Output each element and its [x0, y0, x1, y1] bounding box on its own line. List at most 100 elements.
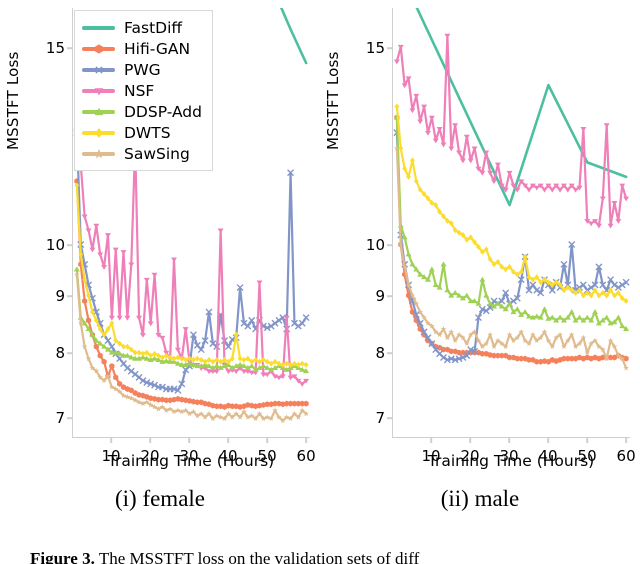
x-tick-label: 40: [218, 447, 238, 465]
legend-marker-x: [94, 65, 103, 74]
x-tick-mark: [625, 438, 627, 443]
series-lines-male: [393, 8, 630, 371]
y-tick-label: 9: [375, 287, 385, 306]
legend-marker-triangle-down: [94, 87, 103, 95]
x-tick-label: 20: [460, 447, 480, 465]
x-axis-label-left: Training Time (Hours): [107, 452, 275, 470]
x-tick-label: 40: [538, 447, 558, 465]
series-fastdiff: [415, 8, 628, 207]
figure-caption-label: Figure 3.: [30, 549, 95, 564]
legend-label: SawSing: [124, 144, 190, 163]
legend-marker-diamond: [94, 127, 103, 138]
x-tick-mark: [547, 438, 549, 443]
series-ddsp-add: [393, 114, 630, 332]
y-tick-mark: [67, 295, 72, 298]
x-tick-label: 30: [499, 447, 519, 465]
y-tick-mark: [387, 417, 392, 419]
y-tick-mark: [387, 352, 392, 355]
series-sawsing: [74, 271, 309, 424]
legend-item-dwts: DWTS: [82, 122, 202, 143]
legend-label: FastDiff: [124, 18, 183, 37]
series-dwts: [394, 103, 629, 304]
y-axis-label-left: MSSTFT Loss: [4, 51, 22, 150]
legend-label: PWG: [124, 60, 161, 79]
y-tick-label: 8: [55, 344, 65, 363]
series-line-dwts: [75, 184, 308, 366]
x-axis-label-right: Training Time (Hours): [427, 452, 595, 470]
legend-label: DWTS: [124, 123, 171, 142]
legend-swatch-dwts: [82, 125, 115, 141]
x-tick-label: 50: [577, 447, 597, 465]
legend-item-fastdiff: FastDiff: [82, 17, 202, 38]
series-line-fastdiff: [279, 8, 308, 65]
legend-item-nsf: NSF: [82, 80, 202, 101]
legend-swatch-hifi-gan: [82, 41, 115, 57]
x-tick-mark: [149, 438, 151, 443]
x-tick-label: 50: [257, 447, 277, 465]
x-tick-label: 30: [179, 447, 199, 465]
legend-item-ddsp-add: DDSP-Add: [82, 101, 202, 122]
legend-swatch-pwg: [82, 62, 115, 78]
legend-label: Hifi-GAN: [124, 39, 191, 58]
series-lines-female: [73, 8, 310, 424]
x-tick-label: 60: [296, 447, 316, 465]
subcaption-female: (i) female: [114, 486, 206, 511]
legend-item-pwg: PWG: [82, 59, 202, 80]
series-sawsing: [394, 145, 629, 371]
y-tick-label: 7: [55, 409, 65, 428]
legend-label: NSF: [124, 81, 155, 100]
y-tick-label: 10: [365, 236, 385, 255]
x-tick-mark: [508, 438, 510, 443]
legend: FastDiff Hifi-GAN PWG NSF DDSP-Add DWTS SawSin…: [74, 10, 213, 171]
plot-frame-male: [392, 8, 630, 438]
y-tick-mark: [387, 295, 392, 298]
x-tick-mark: [430, 438, 432, 443]
y-tick-label: 15: [45, 39, 65, 58]
series-hifi-gan: [74, 178, 309, 410]
chart-panel-male: MSSTFT Loss 7 8 9 10 15 10 20 30 40 50 60 Trainin…: [320, 0, 640, 480]
x-tick-mark: [227, 438, 229, 443]
y-tick-label: 15: [365, 39, 385, 58]
figure-caption: Figure 3. The MSSTFT loss on the validat…: [30, 548, 620, 564]
series-ddsp-add: [73, 266, 310, 374]
y-tick-mark: [67, 244, 72, 246]
legend-swatch-fastdiff: [82, 20, 115, 36]
legend-label: DDSP-Add: [124, 102, 202, 121]
legend-swatch-ddsp-add: [82, 104, 115, 120]
x-tick-label: 20: [140, 447, 160, 465]
x-tick-label: 60: [616, 447, 636, 465]
legend-item-sawsing: SawSing: [82, 143, 202, 164]
x-tick-mark: [110, 438, 112, 443]
y-tick-mark: [387, 47, 392, 50]
chart-panel-female: MSSTFT Loss 7 8 9 10 15 10 20 30 40 50 60 Trainin…: [0, 0, 320, 480]
legend-swatch-sawsing: [82, 146, 115, 162]
x-tick-mark: [586, 438, 588, 443]
figure-caption-text: The MSSTFT loss on the validation sets o…: [98, 549, 420, 564]
y-tick-label: 8: [375, 344, 385, 363]
series-line-fastdiff: [415, 8, 628, 207]
y-tick-label: 10: [45, 236, 65, 255]
x-tick-mark: [305, 438, 307, 443]
series-markers-hifi-gan: [394, 114, 629, 365]
y-tick-label: 7: [375, 409, 385, 428]
series-hifi-gan: [394, 114, 629, 365]
y-tick-mark: [67, 417, 72, 419]
series-nsf: [393, 33, 630, 229]
plot-area-male: 7 8 9 10 15 10 20 30 40 50 60: [366, 8, 636, 465]
x-tick-label: 10: [421, 447, 441, 465]
y-tick-mark: [67, 47, 72, 50]
x-tick-mark: [188, 438, 190, 443]
subcaption-male: (ii) male: [440, 486, 520, 511]
legend-item-hifi-gan: Hifi-GAN: [82, 38, 202, 59]
y-tick-mark: [387, 244, 392, 246]
legend-marker-hexagon: [94, 43, 103, 54]
series-dwts: [74, 182, 309, 368]
x-tick-label: 10: [101, 447, 121, 465]
legend-marker-star: [93, 148, 104, 158]
y-tick-label: 9: [55, 287, 65, 306]
legend-line: [82, 25, 115, 30]
y-tick-mark: [67, 352, 72, 355]
x-tick-mark: [469, 438, 471, 443]
y-axis-label-right: MSSTFT Loss: [324, 51, 342, 150]
